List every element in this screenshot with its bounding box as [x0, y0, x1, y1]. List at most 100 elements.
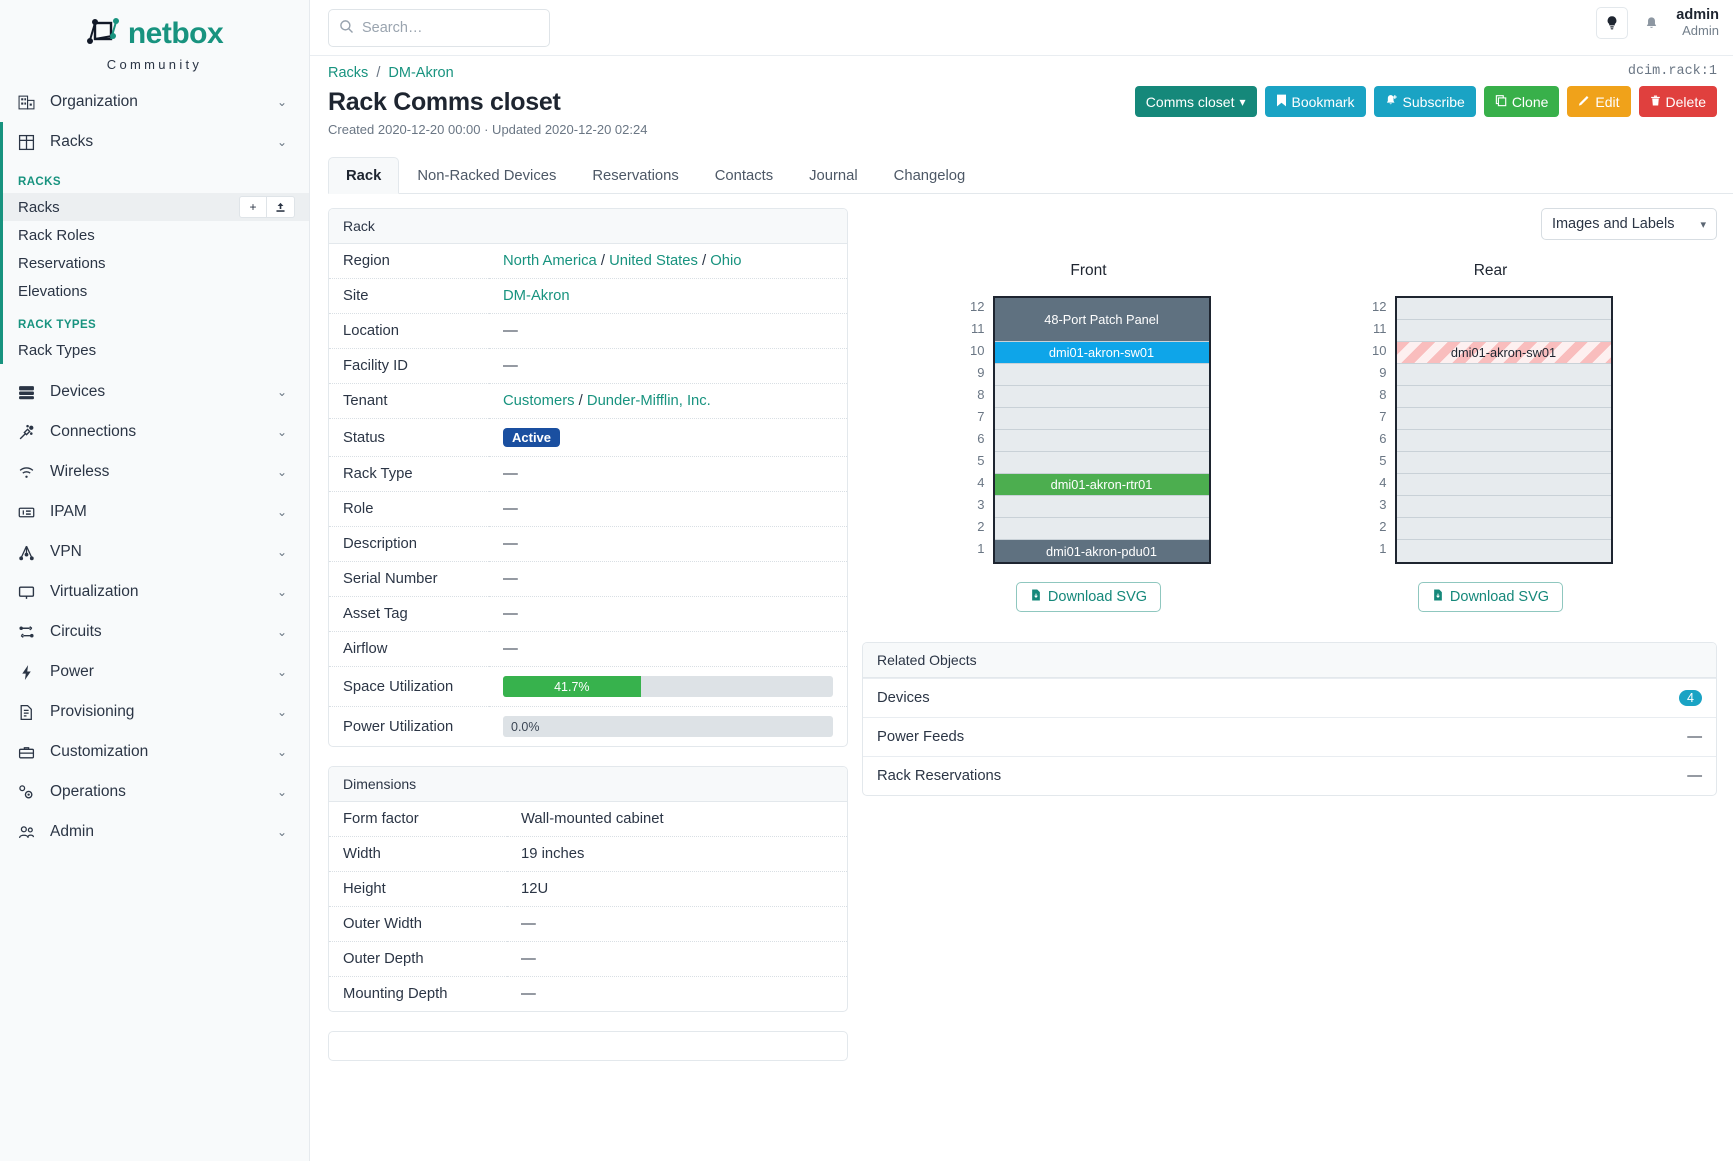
- related-label-devices[interactable]: Devices: [863, 678, 1646, 718]
- tab-journal[interactable]: Journal: [809, 168, 858, 184]
- search-input[interactable]: Search…: [328, 9, 550, 47]
- tab-changelog[interactable]: Changelog: [893, 168, 966, 184]
- sidebar-item-rack-types[interactable]: Rack Types: [0, 336, 309, 364]
- sidebar-group-label: Power: [50, 663, 94, 680]
- rack-unit-empty[interactable]: [1396, 386, 1611, 408]
- sidebar-group-provisioning[interactable]: Provisioning ⌄: [0, 692, 309, 732]
- sidebar-group-vpn[interactable]: VPN ⌄: [0, 532, 309, 572]
- rack-device-pdu01[interactable]: dmi01-akron-pdu01: [994, 540, 1209, 562]
- table-row[interactable]: Power Feeds —: [863, 717, 1716, 757]
- rack-unit-empty[interactable]: [1396, 320, 1611, 342]
- subscribe-label: Subscribe: [1402, 93, 1465, 110]
- breadcrumb-item-racks[interactable]: Racks: [328, 65, 369, 81]
- rack-unit-empty[interactable]: [1396, 364, 1611, 386]
- rack-unit-empty[interactable]: [994, 364, 1209, 386]
- sidebar-group-power[interactable]: Power ⌄: [0, 652, 309, 692]
- sidebar-item-reservations[interactable]: Reservations: [0, 249, 309, 277]
- rack-unit-empty[interactable]: [1396, 430, 1611, 452]
- tenant-group-link[interactable]: Customers: [503, 393, 575, 409]
- subscribe-button[interactable]: Subscribe: [1373, 86, 1476, 117]
- rack-unit-empty[interactable]: [994, 408, 1209, 430]
- rack-device-sw01[interactable]: dmi01-akron-sw01: [994, 342, 1209, 364]
- unit-label: 7: [977, 409, 985, 424]
- sidebar-group-organization[interactable]: Organization ⌄: [0, 82, 309, 122]
- user-menu[interactable]: admin Admin: [1676, 7, 1719, 39]
- related-label-rack-reservations[interactable]: Rack Reservations: [863, 756, 1646, 795]
- table-row[interactable]: Devices 4: [863, 678, 1716, 718]
- rack-unit-empty[interactable]: [994, 452, 1209, 474]
- object-selector-button[interactable]: Comms closet ▾: [1134, 86, 1257, 117]
- sidebar-group-ipam[interactable]: IPAM ⌄: [0, 492, 309, 532]
- vpn-icon: [18, 544, 40, 561]
- sidebar-item-label: Racks: [18, 198, 60, 216]
- rack-unit-empty[interactable]: [1396, 496, 1611, 518]
- rack-attributes-table: Region North America / United States / O…: [329, 244, 847, 746]
- sidebar-group-admin[interactable]: Admin ⌄: [0, 812, 309, 852]
- rack-unit-empty[interactable]: [1396, 452, 1611, 474]
- bell-icon[interactable]: [1638, 7, 1664, 39]
- table-row[interactable]: Rack Reservations —: [863, 756, 1716, 795]
- site-link[interactable]: DM-Akron: [503, 288, 570, 304]
- row-value: —: [489, 526, 847, 562]
- unit-label: 11: [1373, 321, 1387, 336]
- edit-button[interactable]: Edit: [1567, 86, 1631, 117]
- upload-icon[interactable]: [267, 196, 295, 218]
- tab-non-racked-devices[interactable]: Non-Racked Devices: [417, 168, 557, 184]
- rack-device-patch-panel[interactable]: 48-Port Patch Panel: [994, 298, 1209, 342]
- operations-icon: [18, 784, 40, 801]
- region-link-continent[interactable]: North America: [503, 253, 597, 269]
- space-utilization-bar: 41.7%: [503, 676, 833, 697]
- rack-unit-empty[interactable]: [1396, 298, 1611, 320]
- object-id: dcim.rack:1: [1627, 64, 1717, 79]
- region-link-state[interactable]: Ohio: [710, 253, 742, 269]
- plus-icon[interactable]: +: [239, 196, 267, 218]
- count-badge: 4: [1679, 690, 1702, 706]
- rack-unit-empty[interactable]: [1396, 408, 1611, 430]
- row-key: Space Utilization: [329, 666, 489, 707]
- rack-unit-empty[interactable]: [1396, 474, 1611, 496]
- sidebar-group-label: Virtualization: [50, 583, 139, 600]
- user-role: Admin: [1682, 22, 1719, 38]
- unit-label: 5: [1379, 453, 1387, 468]
- breadcrumb-item-site[interactable]: DM-Akron: [388, 65, 454, 81]
- sidebar-item-rack-roles[interactable]: Rack Roles: [0, 221, 309, 249]
- rack-unit-empty[interactable]: [994, 430, 1209, 452]
- clone-button[interactable]: Clone: [1483, 86, 1560, 117]
- download-svg-front-button[interactable]: Download SVG: [1015, 582, 1162, 612]
- sidebar-group-circuits[interactable]: Circuits ⌄: [0, 612, 309, 652]
- sidebar-item-label: Elevations: [18, 282, 88, 300]
- elevation-view-select[interactable]: Images and Labels ▾: [1540, 208, 1717, 240]
- rack-unit-empty[interactable]: [1396, 540, 1611, 562]
- sidebar-group-virtualization[interactable]: Virtualization ⌄: [0, 572, 309, 612]
- tab-contacts[interactable]: Contacts: [714, 168, 774, 184]
- sidebar-group-operations[interactable]: Operations ⌄: [0, 772, 309, 812]
- delete-button[interactable]: Delete: [1638, 86, 1717, 117]
- sidebar-group-devices[interactable]: Devices ⌄: [0, 372, 309, 412]
- tab-reservations[interactable]: Reservations: [592, 168, 679, 184]
- rack-unit-empty[interactable]: [994, 496, 1209, 518]
- bell-plus-icon: [1385, 94, 1398, 110]
- rack-box-front: 48-Port Patch Panel dmi01-akron-sw01 dmi…: [992, 296, 1211, 564]
- tenant-link[interactable]: Dunder-Mifflin, Inc.: [586, 393, 711, 409]
- sidebar-group-racks[interactable]: Racks ⌄: [0, 122, 309, 162]
- brand[interactable]: netbox Community: [0, 0, 309, 82]
- progress-label: 41.7%: [554, 679, 590, 694]
- sidebar-group-wireless[interactable]: Wireless ⌄: [0, 452, 309, 492]
- download-svg-rear-button[interactable]: Download SVG: [1417, 582, 1564, 612]
- tab-rack[interactable]: Rack: [328, 157, 400, 194]
- rack-device-rtr01[interactable]: dmi01-akron-rtr01: [994, 474, 1209, 496]
- rack-unit-empty[interactable]: [994, 518, 1209, 540]
- rack-device-sw01-rear[interactable]: dmi01-akron-sw01: [1396, 342, 1611, 364]
- related-label-power-feeds[interactable]: Power Feeds: [863, 717, 1646, 757]
- sidebar-group-customization[interactable]: Customization ⌄: [0, 732, 309, 772]
- bookmark-button[interactable]: Bookmark: [1264, 86, 1366, 117]
- sidebar-group-connections[interactable]: Connections ⌄: [0, 412, 309, 452]
- sidebar-item-elevations[interactable]: Elevations: [0, 277, 309, 305]
- sidebar-item-racks[interactable]: Racks +: [0, 193, 309, 221]
- sidebar-group-label: VPN: [50, 543, 82, 560]
- lightbulb-icon[interactable]: [1596, 7, 1629, 39]
- rack-unit-empty[interactable]: [1396, 518, 1611, 540]
- rack-unit-empty[interactable]: [994, 386, 1209, 408]
- region-link-country[interactable]: United States: [609, 253, 698, 269]
- row-value: —: [489, 313, 847, 349]
